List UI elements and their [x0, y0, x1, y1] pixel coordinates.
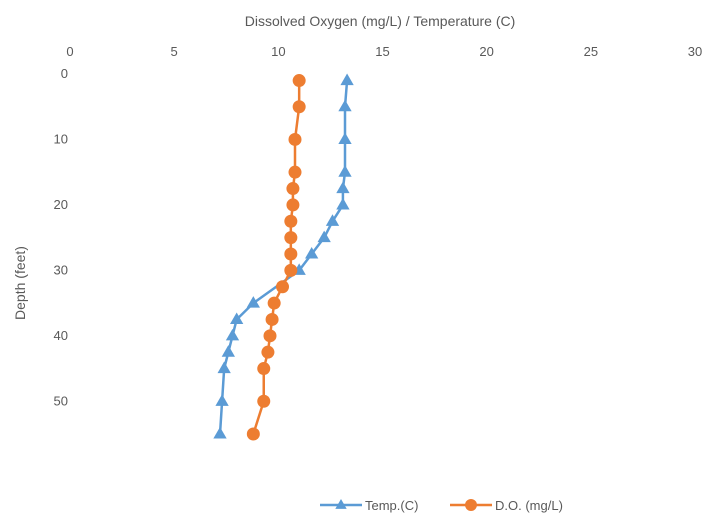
data-point [257, 394, 271, 408]
legend-marker [335, 499, 347, 509]
x-tick-label: 10 [271, 44, 285, 59]
data-point [215, 394, 229, 406]
series-dissolved-oxygen [246, 74, 306, 441]
y-tick-label: 40 [54, 328, 68, 343]
x-axis-title: Dissolved Oxygen (mg/L) / Temperature (C… [245, 13, 516, 29]
data-point [292, 100, 306, 114]
x-axis-tick-labels: 0 5 10 15 20 25 30 [66, 44, 702, 59]
data-point [221, 345, 235, 357]
legend: Temp.(C) D.O. (mg/L) [320, 498, 563, 513]
data-point [288, 132, 302, 146]
x-tick-label: 30 [688, 44, 702, 59]
data-point [257, 362, 271, 376]
data-point [292, 74, 306, 88]
y-tick-label: 30 [54, 262, 68, 277]
y-axis-title: Depth (feet) [12, 246, 28, 320]
data-point [246, 427, 260, 441]
data-point [325, 214, 340, 226]
data-point [286, 182, 300, 196]
data-point [213, 427, 227, 439]
legend-item: D.O. (mg/L) [450, 498, 563, 513]
legend-label: Temp.(C) [365, 498, 418, 513]
data-point [340, 73, 354, 86]
y-tick-label: 20 [54, 197, 68, 212]
data-point [336, 197, 350, 210]
data-point [230, 312, 244, 325]
data-point [246, 296, 260, 308]
data-point [265, 312, 279, 326]
data-point [286, 198, 300, 212]
data-point [284, 214, 298, 228]
data-point [263, 329, 277, 343]
data-point [267, 296, 281, 310]
data-point [338, 99, 352, 112]
data-point [261, 345, 275, 359]
data-point [284, 263, 298, 277]
data-point [338, 132, 352, 145]
y-tick-label: 10 [54, 131, 68, 146]
data-point [336, 181, 350, 194]
data-point [284, 231, 298, 245]
x-tick-label: 15 [375, 44, 389, 59]
x-tick-label: 5 [171, 44, 178, 59]
y-tick-label: 0 [61, 66, 68, 81]
legend-label: D.O. (mg/L) [495, 498, 563, 513]
data-point [338, 165, 352, 177]
data-point [317, 230, 331, 243]
x-tick-label: 20 [479, 44, 493, 59]
y-axis-tick-labels: 0 10 20 30 40 50 [54, 66, 68, 408]
data-point [284, 247, 298, 261]
series-temperature [213, 73, 354, 439]
data-point [305, 247, 319, 259]
series-layer [213, 73, 354, 441]
data-point [276, 280, 289, 294]
y-tick-label: 50 [54, 393, 68, 408]
x-tick-label: 0 [66, 44, 73, 59]
data-point [288, 165, 302, 179]
legend-item: Temp.(C) [320, 498, 418, 513]
data-point [217, 361, 231, 374]
x-tick-label: 25 [584, 44, 598, 59]
legend-marker [465, 499, 477, 511]
data-point [225, 328, 240, 341]
